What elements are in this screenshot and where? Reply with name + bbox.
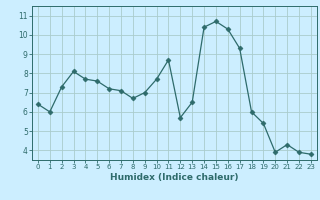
X-axis label: Humidex (Indice chaleur): Humidex (Indice chaleur)	[110, 173, 239, 182]
